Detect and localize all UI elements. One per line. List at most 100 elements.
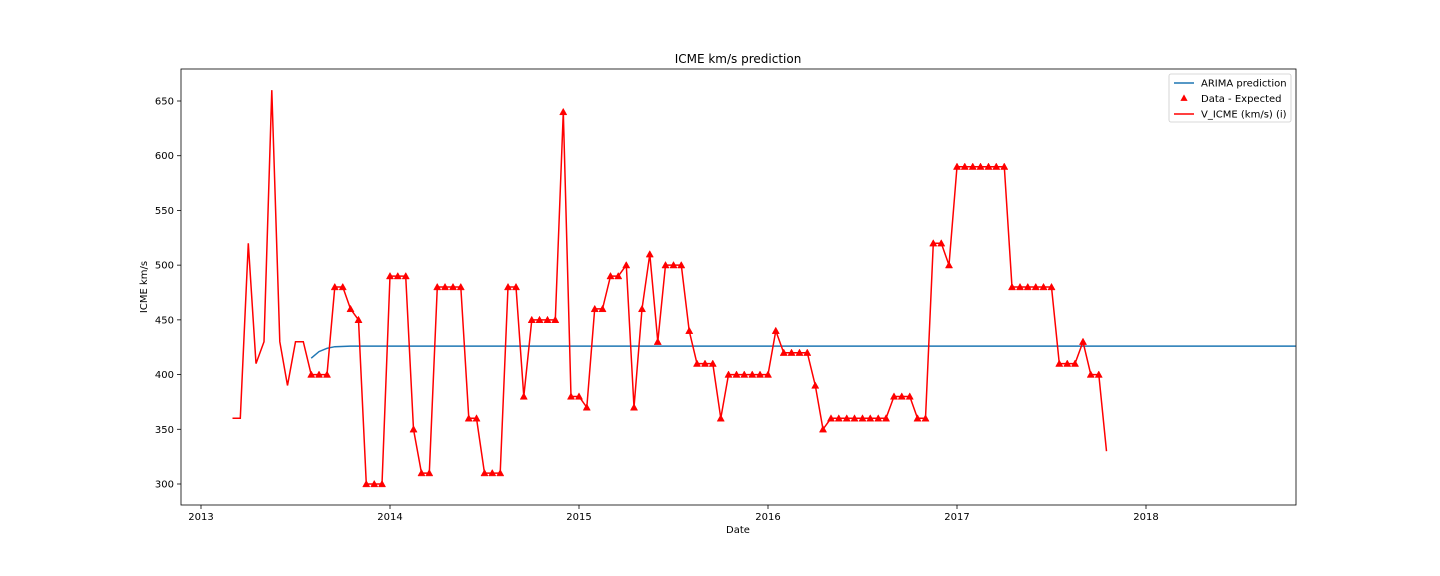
- legend-box: [1168, 73, 1292, 123]
- y-tick-label: 350: [155, 425, 174, 436]
- data-expected-point: [629, 403, 639, 411]
- y-tick-label: 550: [155, 206, 174, 217]
- legend-label-expected: Data - Expected: [1201, 94, 1282, 105]
- data-expected-point: [913, 414, 922, 422]
- data-expected-point: [1063, 359, 1072, 367]
- data-expected-point: [456, 282, 465, 291]
- data-expected-point: [771, 326, 780, 334]
- data-expected-point: [850, 414, 859, 422]
- data-expected-point: [574, 392, 584, 400]
- data-expected-point: [866, 414, 875, 422]
- y-tick-label: 300: [155, 480, 174, 491]
- data-expected-point: [1039, 282, 1048, 291]
- data-expected-point: [1070, 359, 1080, 367]
- data-expected-point: [614, 271, 623, 280]
- data-expected-point: [881, 414, 891, 422]
- data-expected-point: [1007, 282, 1017, 291]
- data-expected-point: [929, 239, 938, 247]
- data-expected-point: [401, 271, 410, 280]
- plot-area: 2013 2014 2015 2016 2017 2018 300 350 400 450 500 5…: [155, 68, 1297, 523]
- x-tick-label: 2014: [377, 512, 402, 523]
- data-expected-point: [637, 304, 647, 313]
- data-expected-point: [511, 282, 521, 291]
- x-tick-label: 2016: [755, 512, 780, 523]
- x-tick-label: 2015: [566, 512, 591, 523]
- data-expected-point: [464, 414, 473, 422]
- series-line-v-icme: [232, 90, 1108, 485]
- y-axis-title: ICME km/s: [139, 261, 150, 313]
- data-expected-point: [559, 107, 568, 116]
- data-expected-point: [818, 425, 828, 433]
- data-expected-point: [433, 282, 442, 291]
- data-expected-point: [1023, 282, 1032, 291]
- data-expected-point: [527, 315, 536, 323]
- data-expected-point: [795, 348, 804, 356]
- data-expected-point: [1015, 282, 1025, 291]
- data-expected-point: [685, 326, 694, 334]
- data-expected-point: [370, 479, 379, 488]
- data-expected-point: [826, 414, 836, 422]
- legend-label-arima: ARIMA prediction: [1201, 79, 1287, 90]
- data-expected-point: [897, 392, 906, 400]
- data-expected-point: [519, 392, 528, 400]
- data-expected-point: [566, 392, 576, 400]
- data-expected-point: [1047, 282, 1056, 291]
- legend-swatch-expected: [1180, 94, 1188, 101]
- series-line-arima-prediction: [310, 345, 1296, 359]
- data-expected-point: [393, 271, 402, 280]
- data-expected-point: [1086, 370, 1095, 378]
- data-expected-point: [409, 425, 418, 433]
- plot-frame: [180, 68, 1297, 506]
- data-expected-point: [645, 250, 654, 258]
- data-expected-point: [724, 370, 733, 378]
- x-tick-label: 2017: [944, 512, 969, 523]
- data-expected-point: [834, 414, 843, 422]
- data-expected-point: [503, 282, 513, 291]
- data-expected-point: [472, 414, 481, 422]
- data-expected-point: [440, 282, 450, 291]
- data-expected-point: [692, 359, 702, 367]
- data-expected-point: [889, 392, 899, 400]
- data-expected-point: [811, 381, 820, 389]
- y-tick-label: 650: [155, 97, 174, 108]
- data-expected-point: [480, 468, 489, 477]
- data-expected-point: [543, 315, 552, 323]
- data-expected-point: [330, 282, 339, 291]
- data-expected-point: [385, 271, 395, 280]
- data-expected-point: [937, 239, 946, 247]
- data-expected-point: [874, 414, 883, 422]
- data-expected-point: [425, 468, 434, 477]
- data-expected-point: [708, 359, 717, 367]
- data-expected-point: [1031, 282, 1040, 291]
- data-expected-point: [984, 162, 993, 170]
- y-tick-label: 500: [155, 261, 174, 272]
- data-expected-point: [377, 479, 387, 488]
- data-expected-point: [740, 370, 749, 378]
- data-expected-point: [1000, 162, 1009, 170]
- data-expected-point: [700, 359, 710, 367]
- data-expected-point: [803, 348, 812, 356]
- y-tick-label: 400: [155, 370, 174, 381]
- y-tick-label: 450: [155, 315, 174, 326]
- data-expected-point: [496, 468, 505, 477]
- data-expected-point: [669, 261, 678, 269]
- data-expected-point: [448, 282, 458, 291]
- data-expected-point: [763, 370, 773, 378]
- data-expected-point: [417, 468, 426, 477]
- data-expected-point: [653, 337, 662, 345]
- data-expected-point: [716, 414, 725, 422]
- data-expected-point: [976, 162, 985, 170]
- data-expected-point: [362, 479, 371, 488]
- data-expected-point: [582, 403, 591, 411]
- y-tick-label: 600: [155, 151, 174, 162]
- data-expected-point: [314, 370, 324, 378]
- data-expected-point: [322, 370, 332, 378]
- data-expected-point: [622, 261, 631, 269]
- data-expected-point: [307, 370, 316, 378]
- data-expected-point: [992, 162, 1001, 170]
- data-expected-point: [858, 414, 867, 422]
- data-expected-point: [488, 468, 497, 477]
- legend-label-v-icme: V_ICME (km/s) (i): [1201, 110, 1287, 121]
- data-expected-point: [905, 392, 914, 400]
